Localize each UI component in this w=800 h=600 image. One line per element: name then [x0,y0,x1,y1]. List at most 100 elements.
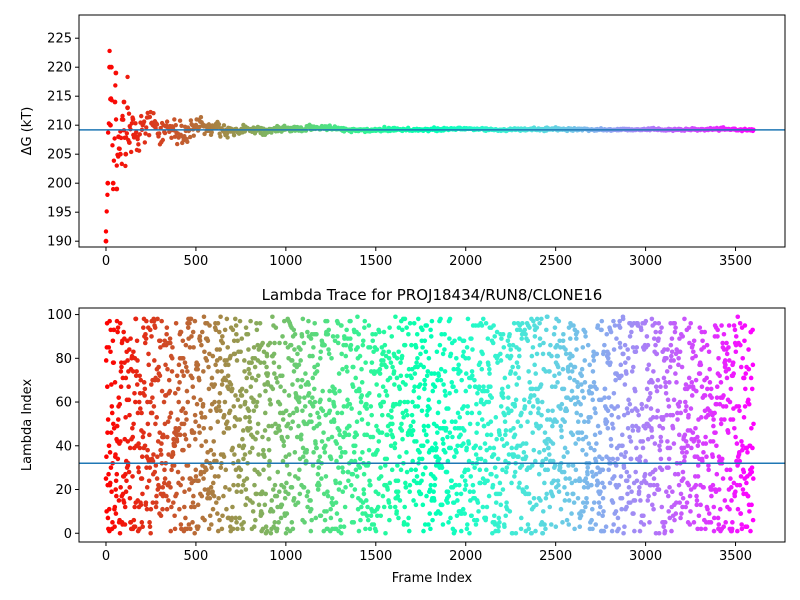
lambda-point [336,465,341,470]
lambda-point [560,366,566,372]
lambda-point [667,364,673,370]
lambda-point [430,388,436,394]
lambda-point [663,380,668,385]
lambda-point [451,384,456,390]
lambda-point [494,329,500,335]
lambda-point [558,345,563,350]
lambda-point [142,443,148,449]
lambda-point [740,355,746,361]
lambda-point [639,406,645,411]
lambda-point [625,425,631,431]
lambda-point [682,432,688,438]
lambda-point [574,336,579,341]
lambda-point [673,511,679,516]
lambda-point [246,366,251,372]
lambda-point [647,395,652,400]
lambda-point [345,469,351,475]
lambda-point [666,456,672,462]
lambda-point [469,373,475,379]
lambda-point [349,458,354,464]
lambda-point [497,432,502,438]
lambda-point [406,331,411,337]
lambda-point [116,395,122,400]
lambda-point [440,351,446,357]
lambda-point [389,334,395,339]
lambda-point [416,316,421,322]
lambda-point [323,412,329,418]
lambda-point [486,362,491,368]
lambda-point [717,373,722,379]
delta-g-point [216,122,222,127]
lambda-point [156,364,161,370]
lambda-point [224,316,230,322]
lambda-point [606,456,612,462]
lambda-point [295,500,301,505]
lambda-point [557,338,562,344]
lambda-point [215,321,221,326]
x-tick-label: 500 [184,549,209,564]
lambda-point [228,353,233,359]
lambda-point [726,366,731,372]
lambda-point [657,329,663,335]
lambda-point [459,474,465,479]
lambda-point [554,419,559,425]
lambda-point [526,369,531,374]
lambda-point [260,340,265,346]
lambda-point [650,415,656,420]
lambda-point [474,430,479,435]
lambda-point [323,474,329,479]
y-tick-label: 80 [55,352,72,367]
lambda-point [142,386,148,392]
lambda-point [393,314,398,320]
lambda-point [144,485,150,490]
lambda-point [709,487,715,492]
lambda-point [240,526,245,532]
lambda-point [554,342,560,348]
lambda-point [657,423,662,429]
lambda-point [362,325,367,330]
lambda-point [619,506,624,512]
lambda-point [483,515,489,521]
lambda-point [436,399,442,405]
lambda-point [162,421,168,427]
lambda-point [498,502,504,508]
lambda-point [178,482,183,488]
lambda-point [479,417,485,422]
lambda-point [601,349,607,355]
lambda-point [714,471,720,477]
lambda-point [269,498,275,503]
lambda-point [147,520,152,525]
lambda-point [202,487,208,492]
lambda-point [549,384,555,390]
lambda-point [602,386,608,392]
lambda-point [142,393,147,398]
lambda-point [665,493,671,499]
lambda-point [651,336,657,341]
lambda-point [656,336,661,341]
lambda-point [262,428,268,433]
lambda-point [422,338,428,344]
lambda-point [142,340,148,346]
lambda-point [410,399,415,405]
lambda-point [297,395,302,400]
lambda-point [383,530,388,536]
lambda-point [273,375,279,381]
lambda-point [413,345,419,350]
lambda-point [750,445,755,451]
lambda-point [451,500,457,505]
lambda-point [310,395,315,400]
lambda-point [477,445,483,451]
lambda-point [234,358,240,363]
lambda-point [472,465,477,470]
lambda-point [184,526,190,532]
lambda-point [663,384,668,390]
lambda-point [395,493,401,499]
lambda-point [737,321,743,326]
lambda-point [395,463,400,468]
lambda-point [594,441,599,446]
lambda-point [693,425,698,431]
lambda-point [153,504,159,510]
lambda-point [388,428,393,433]
lambda-point [741,469,747,475]
lambda-point [676,362,681,368]
